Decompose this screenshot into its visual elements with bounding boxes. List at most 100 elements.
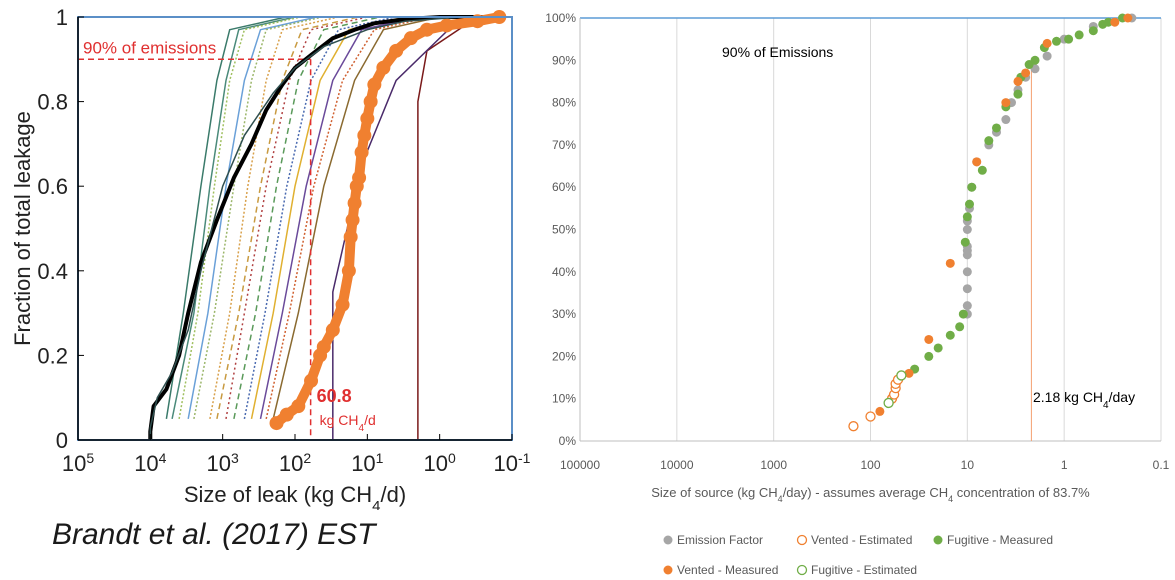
point-fugitive-measured	[960, 237, 970, 247]
point-fugitive-measured	[964, 199, 974, 209]
x-axis-label-part: Size of source (kg CH	[651, 485, 777, 500]
point-fugitive-measured	[958, 309, 968, 319]
series-point-orange	[419, 22, 434, 37]
point-fugitive-measured	[924, 351, 934, 361]
point-fugitive-measured	[1074, 30, 1084, 40]
legend-label: Fugitive - Measured	[947, 533, 1053, 547]
series-point-orange	[343, 229, 358, 244]
point-vented-estimated	[848, 421, 859, 432]
point-vented-measured	[1013, 76, 1023, 86]
y-tick-label: 0.4	[37, 259, 68, 284]
x-tick-label: 104	[134, 450, 166, 476]
legend-label: Vented - Estimated	[811, 533, 912, 547]
background-curve	[216, 16, 359, 420]
x-tick-label-part: 1	[376, 450, 384, 466]
series-point-orange	[376, 60, 391, 75]
legend-label: Emission Factor	[677, 533, 763, 547]
y-tick-label: 50%	[552, 223, 576, 237]
y-tick-label: 30%	[552, 307, 576, 321]
annotation-threshold-part: 4	[1103, 400, 1109, 411]
background-curve	[233, 16, 381, 420]
y-tick-label: 20%	[552, 349, 576, 363]
series-point-orange	[403, 31, 418, 46]
series-point-orange	[316, 339, 331, 354]
x-tick-label: 10	[961, 458, 975, 472]
y-axis-label: Fraction of total leakage	[10, 111, 35, 346]
series-point-orange	[345, 213, 360, 228]
series-point-orange	[439, 18, 454, 33]
y-tick-label: 0	[56, 428, 68, 453]
point-fugitive-measured	[1051, 36, 1061, 46]
y-tick-label: 40%	[552, 265, 576, 279]
x-axis-label-part: /d)	[380, 482, 406, 507]
x-tick-label: 101	[351, 450, 383, 476]
y-tick-label: 70%	[552, 138, 576, 152]
annotation-value: 60.8	[317, 386, 352, 406]
x-tick-label-part: 10	[62, 451, 86, 476]
legend-label: Vented - Measured	[677, 563, 778, 577]
x-tick-label-part: 10	[207, 451, 231, 476]
point-fugitive-measured	[945, 330, 955, 340]
background-curve	[243, 16, 395, 420]
point-fugitive-measured	[1103, 17, 1113, 27]
series-point-orange	[279, 407, 294, 422]
legend-label: Fugitive - Estimated	[811, 563, 917, 577]
series-line-black	[148, 15, 500, 440]
y-tick-label: 0.6	[37, 174, 68, 199]
annotation-unit-part: 4	[359, 423, 365, 434]
x-tick-label: 0.1	[1153, 458, 1170, 472]
x-tick-label: 10-1	[494, 450, 531, 476]
y-tick-label: 0.2	[37, 343, 68, 368]
point-vented-measured	[1042, 38, 1052, 48]
x-tick-label-part: 0	[448, 450, 456, 466]
x-tick-label-part: 10	[279, 451, 303, 476]
series-point-orange	[357, 128, 372, 143]
point-fugitive-measured	[984, 136, 994, 146]
x-axis-label-part: 4	[778, 494, 783, 504]
series-point-orange	[360, 111, 375, 126]
legend-marker	[796, 534, 808, 546]
annotation-unit: kg CH4/d	[320, 412, 376, 434]
point-fugitive-measured	[962, 212, 972, 222]
legend-marker	[663, 565, 673, 575]
plot-background	[78, 17, 512, 440]
x-tick-label-part: 4	[159, 450, 167, 466]
x-tick-label-part: 10	[424, 451, 448, 476]
series-point-orange	[291, 399, 306, 414]
y-tick-label: 90%	[552, 53, 576, 67]
point-fugitive-estimated	[883, 397, 894, 409]
x-tick-label: 100000	[560, 458, 600, 472]
point-vented-measured	[1110, 17, 1120, 27]
y-tick-label: 0%	[559, 434, 577, 448]
x-tick-label-part: 5	[86, 450, 94, 466]
series-point-orange	[363, 94, 378, 109]
annotation-unit-part: kg CH	[320, 412, 359, 428]
x-tick-label-part: 2	[303, 450, 311, 466]
background-curve	[178, 16, 301, 420]
curve-dark-red	[417, 16, 478, 440]
legend-marker	[933, 535, 943, 545]
point-vented-measured	[875, 406, 885, 416]
x-tick-label-part: 10	[351, 451, 375, 476]
point-fugitive-measured	[991, 123, 1001, 133]
point-fugitive-measured	[1013, 89, 1023, 99]
point-fugitive-measured	[933, 343, 943, 353]
x-tick-label: 105	[62, 450, 94, 476]
point-vented-measured	[945, 258, 955, 268]
point-fugitive-measured	[1030, 55, 1040, 65]
series-point-orange	[389, 43, 404, 58]
point-vented-measured	[1123, 13, 1133, 23]
x-tick-label-part: 10	[494, 451, 518, 476]
series-line-dark	[149, 16, 500, 440]
point-fugitive-estimated	[896, 370, 907, 381]
annotation-90pct: 90% of Emissions	[722, 44, 833, 60]
point-emission-factor	[962, 284, 972, 294]
series-point-orange	[367, 77, 382, 92]
series-point-orange	[269, 416, 284, 431]
point-emission-factor	[962, 301, 972, 311]
x-axis-label-part: concentration of 83.7%	[953, 485, 1090, 500]
point-vented-estimated	[865, 411, 876, 422]
annotation-threshold-part: /day	[1109, 389, 1135, 405]
series-point-orange	[335, 297, 350, 312]
